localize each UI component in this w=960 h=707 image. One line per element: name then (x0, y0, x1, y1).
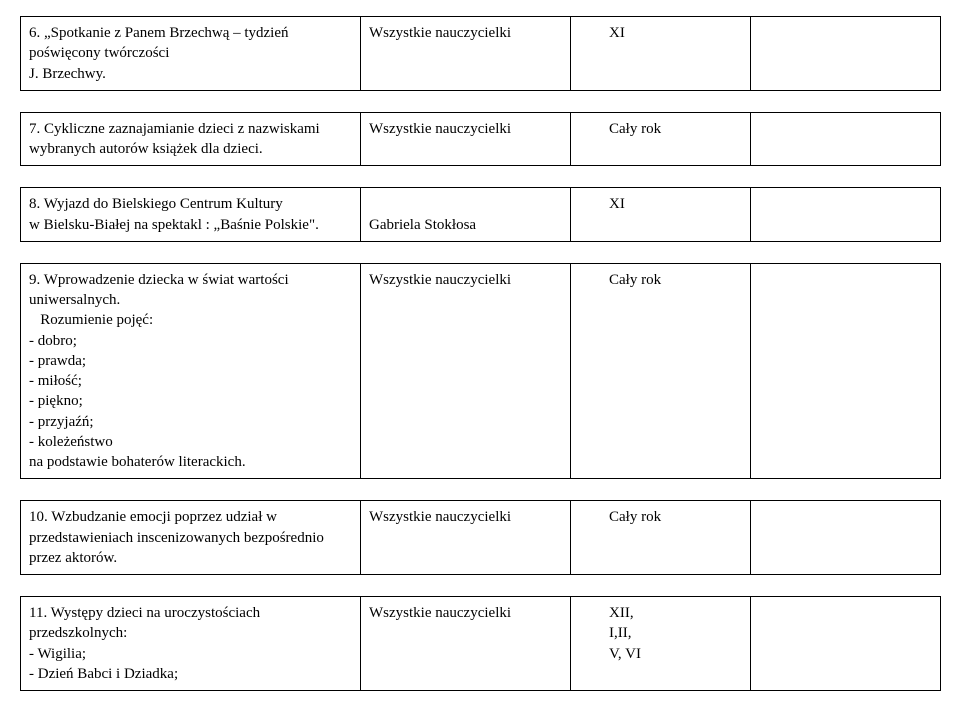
cell-term: Cały rok (571, 501, 751, 575)
table-row: 11. Występy dzieci na uroczystościach pr… (21, 597, 941, 691)
cell-responsible: Wszystkie nauczycielki (361, 263, 571, 479)
row-spacer (21, 166, 941, 188)
cell-notes (751, 263, 941, 479)
cell-responsible: Wszystkie nauczycielki (361, 17, 571, 91)
cell-notes (751, 188, 941, 242)
cell-description: 11. Występy dzieci na uroczystościach pr… (21, 597, 361, 691)
cell-term: Cały rok (571, 112, 751, 166)
cell-term: XI (571, 188, 751, 242)
row-spacer (21, 90, 941, 112)
cell-notes (751, 597, 941, 691)
table-row: 6. „Spotkanie z Panem Brzechwą – tydzień… (21, 17, 941, 91)
cell-description: 9. Wprowadzenie dziecka w świat wartości… (21, 263, 361, 479)
table-row: 7. Cykliczne zaznajamianie dzieci z nazw… (21, 112, 941, 166)
cell-notes (751, 501, 941, 575)
row-spacer (21, 241, 941, 263)
row-spacer (21, 575, 941, 597)
cell-responsible: Wszystkie nauczycielki (361, 112, 571, 166)
cell-description: 10. Wzbudzanie emocji poprzez udział w p… (21, 501, 361, 575)
cell-responsible: Wszystkie nauczycielki (361, 501, 571, 575)
cell-responsible: Gabriela Stokłosa (361, 188, 571, 242)
table-row: 9. Wprowadzenie dziecka w świat wartości… (21, 263, 941, 479)
table-row: 10. Wzbudzanie emocji poprzez udział w p… (21, 501, 941, 575)
cell-description: 7. Cykliczne zaznajamianie dzieci z nazw… (21, 112, 361, 166)
cell-description: 6. „Spotkanie z Panem Brzechwą – tydzień… (21, 17, 361, 91)
row-spacer (21, 479, 941, 501)
cell-term: XI (571, 17, 751, 91)
cell-responsible: Wszystkie nauczycielki (361, 597, 571, 691)
cell-term: Cały rok (571, 263, 751, 479)
cell-notes (751, 17, 941, 91)
cell-notes (751, 112, 941, 166)
document-table: 6. „Spotkanie z Panem Brzechwą – tydzień… (20, 16, 941, 691)
table-row: 8. Wyjazd do Bielskiego Centrum Kultury … (21, 188, 941, 242)
cell-description: 8. Wyjazd do Bielskiego Centrum Kultury … (21, 188, 361, 242)
cell-term: XII, I,II, V, VI (571, 597, 751, 691)
